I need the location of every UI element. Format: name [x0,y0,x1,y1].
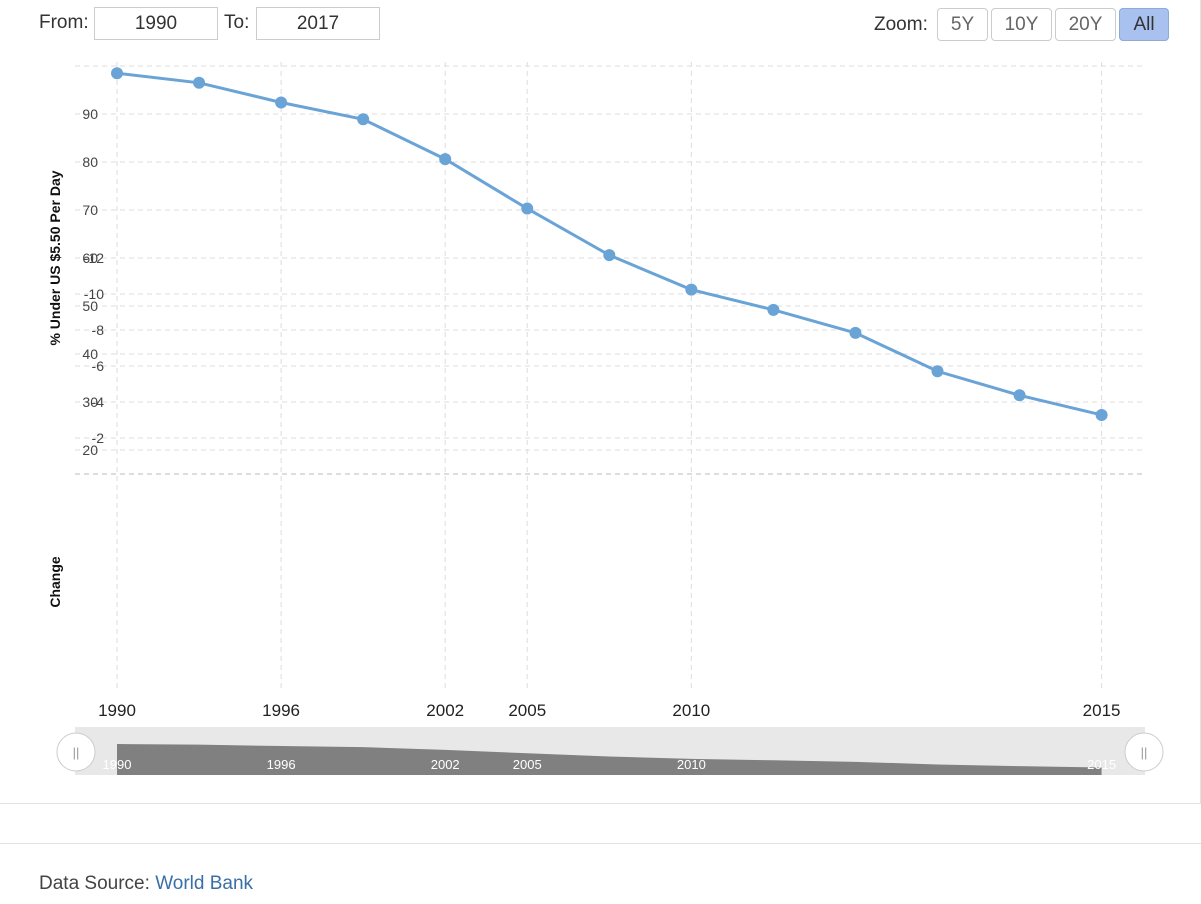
x-tick-label: 1990 [98,701,136,720]
bar-y-tick-label: -10 [84,286,104,302]
data-source-label: Data Source: [39,873,150,894]
navigator-label: 1990 [103,757,132,772]
bar-y-tick-label: -4 [92,394,105,410]
line-y-tick-label: 30 [82,394,98,410]
bar-y-axis-title: Change [47,556,63,608]
data-point[interactable] [685,283,698,296]
navigator-label: 2005 [513,757,542,772]
line-y-tick-label: 60 [82,250,98,266]
data-point[interactable] [357,113,370,126]
navigator-label: 2002 [431,757,460,772]
to-label: To: [224,12,250,33]
navigator-label: 2010 [677,757,706,772]
line-y-tick-label: 90 [82,106,98,122]
navigator-right-handle[interactable] [1124,732,1164,772]
source-panel [0,843,1201,904]
data-point[interactable] [1095,408,1108,421]
zoom-10y-button[interactable]: 10Y [991,8,1052,41]
data-point[interactable] [767,303,780,316]
zoom-all-button[interactable]: All [1119,8,1169,41]
world-bank-link[interactable]: World Bank [155,873,254,894]
data-point[interactable] [111,67,123,80]
x-tick-label: 2010 [672,701,710,720]
zoom-20y-button[interactable]: 20Y [1055,8,1116,41]
line-y-tick-label: 80 [82,154,98,170]
data-point[interactable] [931,365,944,378]
zoom-label: Zoom: [874,14,928,35]
line-y-tick-label: 50 [82,298,98,314]
x-tick-label: 2002 [426,701,464,720]
bar-y-tick-label: -8 [92,322,105,338]
handle-grip-icon: || [73,745,80,760]
data-point[interactable] [193,76,206,89]
handle-grip-icon: || [1141,745,1148,760]
chart-panel: From: To: Zoom: 5Y 10Y 20Y All 20 30 40 50 6… [0,0,1201,804]
data-point[interactable] [849,326,862,339]
navigator-label: 2015 [1087,757,1116,772]
x-tick-label: 2015 [1083,701,1121,720]
zoom-5y-button[interactable]: 5Y [937,8,988,41]
navigator-area [117,744,1102,775]
navigator-left-handle[interactable] [56,732,96,772]
navigator-label: 1996 [267,757,296,772]
x-tick-label: 1996 [262,701,300,720]
line-y-tick-label: 20 [82,442,98,458]
line-y-tick-label: 40 [82,346,98,362]
data-point[interactable] [439,153,452,166]
data-source: Data Source: World Bank [39,873,253,895]
data-point[interactable] [275,96,288,109]
data-point[interactable] [521,202,534,215]
bar-y-tick-label: -12 [84,250,104,266]
data-point[interactable] [603,249,616,262]
chart-svg: 20 30 40 50 60 70 80 90 -2 -4 -6 -8 -10 -12 % Under US… [47,62,1164,775]
to-input[interactable] [256,7,380,40]
data-point[interactable] [1013,389,1026,402]
bar-y-tick-label: -2 [92,430,105,446]
x-tick-label: 2005 [508,701,546,720]
bar-y-tick-label: -6 [92,358,105,374]
poverty-line-series [116,71,1102,417]
from-input[interactable] [94,7,218,40]
line-y-axis-title: % Under US $5.50 Per Day [47,170,63,345]
line-y-tick-label: 70 [82,202,98,218]
from-label: From: [39,12,89,33]
